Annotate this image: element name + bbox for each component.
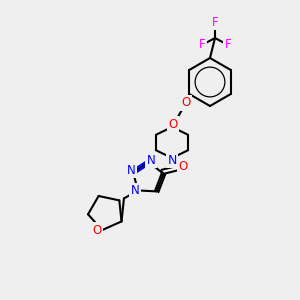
Text: O: O: [168, 118, 178, 130]
Text: N: N: [130, 184, 139, 197]
Text: N: N: [127, 164, 135, 177]
Text: F: F: [225, 38, 231, 52]
Text: O: O: [182, 97, 191, 110]
Text: N: N: [146, 154, 155, 166]
Text: O: O: [178, 160, 188, 172]
Text: N: N: [167, 154, 177, 166]
Text: O: O: [93, 224, 102, 236]
Text: F: F: [212, 16, 218, 28]
Text: F: F: [199, 38, 205, 52]
